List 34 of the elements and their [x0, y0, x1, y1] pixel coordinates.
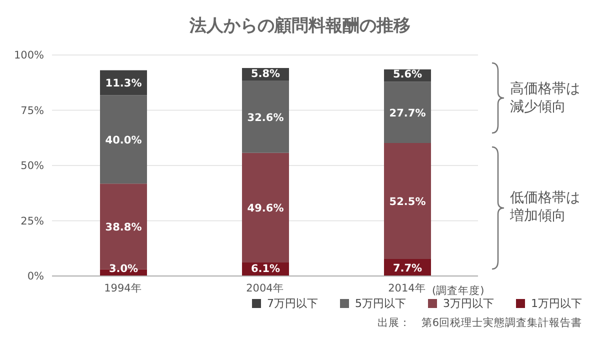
text: 出展： 第6回税理士実態調査集計報告書	[377, 316, 582, 330]
bar	[242, 152, 289, 263]
y-tick-label: 25%	[20, 215, 44, 228]
legend-label: 1万円以下	[531, 296, 582, 311]
data-label: 49.6%	[247, 202, 284, 215]
data-label: 5.6%	[392, 68, 423, 81]
data-label: 27.7%	[389, 107, 426, 120]
data-label: 7.7%	[392, 262, 423, 274]
y-tick-label: 100%	[14, 50, 44, 62]
data-label: 38.8%	[105, 221, 142, 234]
text: 低価格帯は増加傾向	[510, 189, 581, 225]
bar	[384, 142, 431, 259]
text: 高価格帯は減少傾向	[510, 80, 581, 116]
chart-title: 法人からの顧問料報酬の推移	[188, 15, 412, 37]
legend-label: 7万円以下	[267, 296, 318, 311]
x-tick-label: 2004年	[246, 282, 284, 294]
y-tick-label: 0%	[27, 270, 44, 283]
data-label: 32.6%	[247, 112, 284, 124]
data-label: 40.0%	[105, 134, 142, 146]
data-label: 6.1%	[250, 263, 281, 275]
bar	[100, 95, 147, 184]
data-label: 11.3%	[105, 78, 142, 90]
data-label: 52.5%	[389, 196, 426, 208]
legend-label: 5万円以下	[355, 296, 406, 311]
bar	[384, 82, 431, 143]
data-label: 5.8%	[250, 68, 281, 80]
y-tick-label: 75%	[20, 104, 44, 117]
legend-label: 3万円以下	[443, 296, 494, 311]
x-tick-label: 1994年	[104, 282, 142, 294]
y-tick-label: 50%	[20, 160, 44, 172]
bar	[242, 80, 289, 153]
x-axis-title: (調査年度)	[432, 284, 484, 298]
x-tick-label: 2014年	[388, 282, 426, 294]
data-label: 3.0%	[108, 263, 139, 275]
